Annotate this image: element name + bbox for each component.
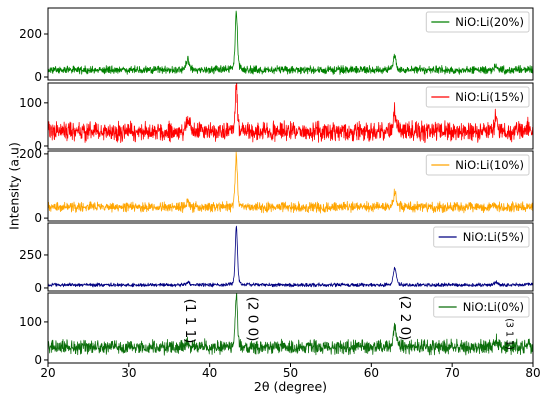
legend-box [425, 11, 530, 33]
legend: NiO:Li(0%) [433, 296, 530, 318]
x-tick-label: 20 [40, 366, 55, 380]
legend-box [433, 296, 530, 318]
legend: NiO:Li(10%) [425, 154, 530, 176]
panel-4: 0 250 NiO:Li(5%) [19, 222, 534, 295]
x-tick-label: 50 [283, 366, 298, 380]
legend-label: NiO:Li(5%) [463, 230, 524, 244]
panel-1: 0 200 NiO:Li(20%) [19, 7, 534, 84]
panel-5: 0 100 NiO:Li(0%) [19, 292, 534, 367]
panel-frame [47, 222, 534, 292]
x-tick-label: 70 [445, 366, 460, 380]
peak-annotation-311: (3 1 1) [503, 318, 514, 350]
x-tick-label: 30 [121, 366, 136, 380]
x-axis-label: 2θ (degree) [254, 379, 327, 394]
legend-label: NiO:Li(10%) [455, 158, 524, 172]
legend: NiO:Li(5%) [433, 226, 530, 248]
x-tick-label: 40 [202, 366, 217, 380]
legend-label: NiO:Li(0%) [463, 300, 524, 314]
legend-box [425, 154, 530, 176]
x-tick-label: 80 [525, 366, 540, 380]
y-tick-label: 0 [34, 281, 42, 295]
panel-frame [47, 7, 534, 81]
y-tick-label: 200 [19, 27, 42, 41]
series-line [48, 293, 533, 356]
legend: NiO:Li(15%) [425, 86, 530, 108]
y-axis-label: Intensity (a.u) [7, 142, 22, 230]
x-tick-label: 60 [364, 366, 379, 380]
legend-label: NiO:Li(20%) [455, 15, 524, 29]
legend-box [433, 226, 530, 248]
y-tick-label: 200 [19, 147, 42, 161]
y-tick-label: 0 [34, 353, 42, 367]
peak-annotation-220: (2 2 0) [397, 296, 413, 341]
peak-annotation-200: (2 0 0) [244, 297, 260, 342]
y-tick-label: 250 [19, 248, 42, 262]
panel-frame [47, 150, 534, 222]
panel-3: 0 200 NiO:Li(10%) [19, 147, 534, 225]
panel-2: 0 100 NiO:Li(15%) [19, 82, 534, 153]
legend-label: NiO:Li(15%) [455, 90, 524, 104]
series-line [48, 151, 533, 214]
y-tick-label: 100 [19, 96, 42, 110]
legend-box [425, 86, 530, 108]
legend: NiO:Li(20%) [425, 11, 530, 33]
series-line [48, 225, 533, 288]
y-tick-label: 100 [19, 315, 42, 329]
y-tick-label: 0 [34, 211, 42, 225]
y-tick-label: 0 [34, 70, 42, 84]
peak-annotation-111: (1 1 1) [182, 299, 198, 344]
series-line [48, 83, 533, 144]
y-tick-label: 0 [34, 139, 42, 153]
series-line [48, 10, 533, 75]
panel-frame [47, 82, 534, 150]
